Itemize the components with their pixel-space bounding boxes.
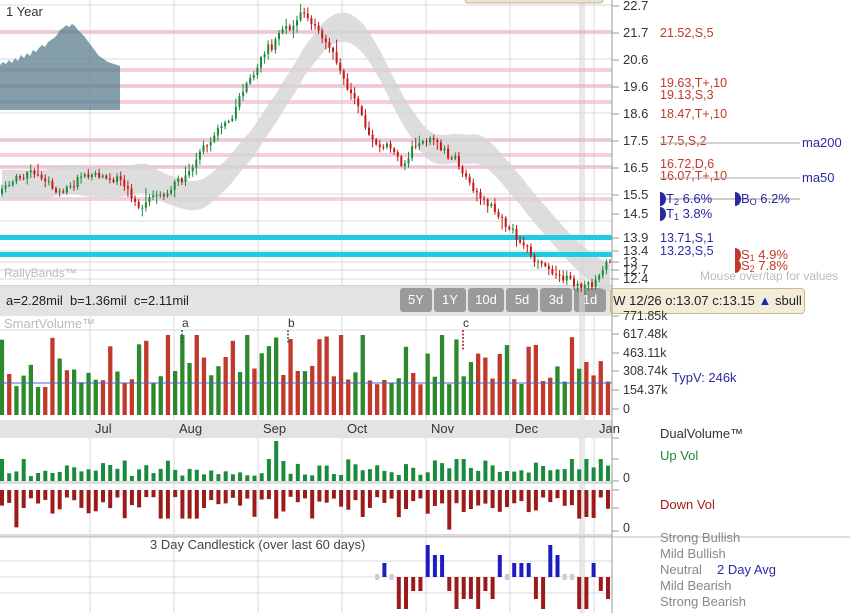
svg-text:Strong Bullish: Strong Bullish [660, 530, 740, 545]
svg-text:Mild Bearish: Mild Bearish [660, 578, 732, 593]
svg-text:0: 0 [623, 471, 630, 485]
svg-text:Down Vol: Down Vol [660, 497, 715, 512]
svg-text:2 Day Avg: 2 Day Avg [717, 562, 776, 577]
svg-text:DualVolume™: DualVolume™ [660, 426, 743, 441]
svg-text:Up Vol: Up Vol [660, 448, 698, 463]
svg-text:3 Day Candlestick (over last 6: 3 Day Candlestick (over last 60 days) [150, 537, 365, 552]
svg-text:Mild Bullish: Mild Bullish [660, 546, 726, 561]
svg-text:Neutral: Neutral [660, 562, 702, 577]
svg-text:Strong Bearish: Strong Bearish [660, 594, 746, 609]
svg-text:0: 0 [623, 521, 630, 535]
